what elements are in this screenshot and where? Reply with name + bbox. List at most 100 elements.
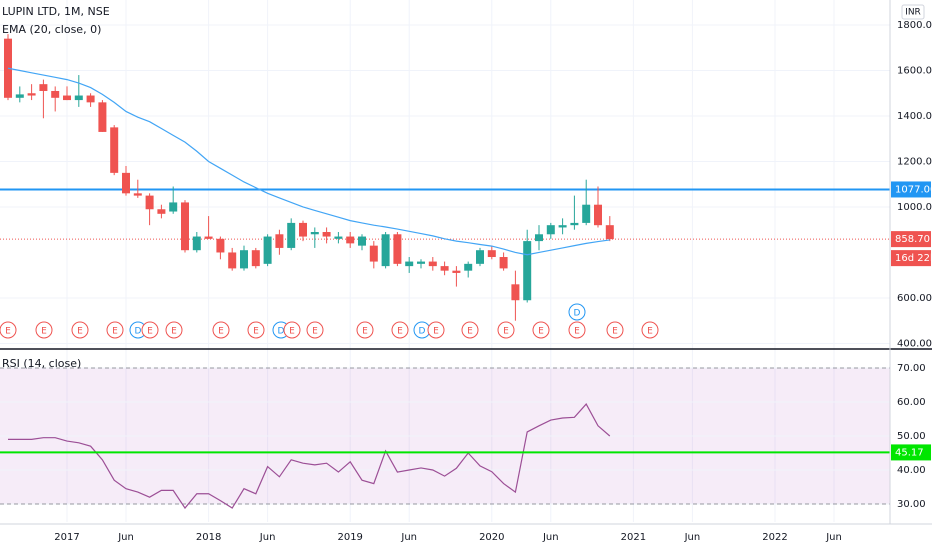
candle-body xyxy=(428,261,437,267)
event-label: E xyxy=(538,327,544,337)
event-marker[interactable] xyxy=(497,321,515,339)
candle-body xyxy=(393,234,402,264)
event-marker[interactable] xyxy=(568,321,586,339)
event-marker[interactable] xyxy=(427,321,445,339)
event-marker[interactable] xyxy=(141,321,159,339)
rsi-hline-label: 45.17 xyxy=(895,447,924,458)
candle-body xyxy=(440,266,449,271)
y-tick-label: 40.00 xyxy=(897,465,926,476)
event-marker[interactable] xyxy=(306,321,324,339)
countdown-label: 16d 22h xyxy=(895,253,932,264)
event-marker[interactable] xyxy=(532,321,550,339)
event-marker[interactable] xyxy=(283,321,301,339)
currency-badge[interactable] xyxy=(901,4,925,20)
candle-body xyxy=(381,234,390,267)
candle-body xyxy=(346,236,355,244)
event-label: E xyxy=(574,327,580,337)
candle-body xyxy=(157,209,166,214)
candle-body xyxy=(358,236,366,246)
event-marker[interactable] xyxy=(165,321,183,339)
event-label: E xyxy=(41,327,47,337)
candle-body xyxy=(181,202,189,251)
event-label: E xyxy=(147,327,153,337)
rsi-line xyxy=(8,403,611,510)
hline-label: 1077.00 xyxy=(895,184,932,195)
x-tick-label: Jun xyxy=(684,532,701,543)
x-tick-label: 2019 xyxy=(337,532,362,543)
candle-body xyxy=(582,204,591,223)
event-marker[interactable] xyxy=(35,321,53,339)
ema-legend: EMA (20, close, 0) xyxy=(2,23,101,36)
candle-body xyxy=(452,270,461,273)
event-label: E xyxy=(467,327,473,337)
event-marker[interactable] xyxy=(212,321,230,339)
event-marker[interactable] xyxy=(71,321,89,339)
event-marker[interactable] xyxy=(606,321,624,339)
event-label: E xyxy=(171,327,177,337)
candle-body xyxy=(558,225,567,228)
candle-body xyxy=(228,252,237,269)
candle-body xyxy=(204,236,213,239)
event-label: E xyxy=(503,327,509,337)
candle-body xyxy=(63,95,71,101)
event-label: E xyxy=(112,327,118,337)
event-label: D xyxy=(278,327,285,337)
candle-body xyxy=(145,195,154,210)
event-label: E xyxy=(289,327,295,337)
event-label: E xyxy=(218,327,224,337)
candle-body xyxy=(511,284,520,301)
candle-body xyxy=(122,172,130,194)
y-tick-label: 600.00 xyxy=(897,293,932,304)
candle-body xyxy=(594,204,602,226)
event-marker[interactable] xyxy=(247,321,265,339)
event-label: E xyxy=(397,327,403,337)
event-label: E xyxy=(433,327,439,337)
y-tick-label: 1800.00 xyxy=(897,20,932,31)
rsi-legend: RSI (14, close) xyxy=(2,357,81,370)
event-marker[interactable] xyxy=(106,321,124,339)
x-tick-label: Jun xyxy=(542,532,559,543)
y-tick-label: 60.00 xyxy=(897,397,926,408)
candle-body xyxy=(310,232,319,235)
candle-body xyxy=(27,93,36,96)
x-tick-label: 2017 xyxy=(54,532,79,543)
candle-body xyxy=(499,257,508,269)
candle-body xyxy=(605,225,614,240)
event-marker[interactable] xyxy=(568,303,586,321)
x-tick-label: 2021 xyxy=(621,532,646,543)
y-tick-label: 50.00 xyxy=(897,431,926,442)
event-label: E xyxy=(312,327,318,337)
candle-body xyxy=(417,261,425,264)
event-label: E xyxy=(77,327,83,337)
rsi-hline-label-box xyxy=(891,444,931,461)
candle-body xyxy=(487,250,496,258)
y-tick-label: 400.00 xyxy=(897,338,932,349)
candle-body xyxy=(369,245,378,262)
x-tick-label: 2022 xyxy=(762,532,787,543)
currency: INR xyxy=(905,8,921,18)
event-marker[interactable] xyxy=(0,321,17,339)
chart-title: LUPIN LTD, 1M, NSE xyxy=(2,5,110,18)
candle-body xyxy=(476,250,484,264)
candle-body xyxy=(98,102,107,132)
candle-body xyxy=(133,193,142,196)
candle-body xyxy=(263,236,272,264)
candle-body xyxy=(464,263,473,271)
event-marker[interactable] xyxy=(356,321,374,339)
event-marker[interactable] xyxy=(391,321,409,339)
candle-body xyxy=(405,261,414,267)
candle-body xyxy=(51,90,60,98)
candle-body xyxy=(535,234,543,242)
last-price-label: 858.70 xyxy=(895,234,930,245)
ema-line xyxy=(7,67,610,256)
event-label: E xyxy=(362,327,368,337)
x-tick-label: Jun xyxy=(117,532,134,543)
event-marker[interactable] xyxy=(461,321,479,339)
candle-body xyxy=(86,95,95,103)
candle-body xyxy=(322,232,331,237)
candle-body xyxy=(287,222,296,248)
candle-body xyxy=(39,84,48,91)
event-label: E xyxy=(612,327,618,337)
event-marker[interactable] xyxy=(641,321,659,339)
